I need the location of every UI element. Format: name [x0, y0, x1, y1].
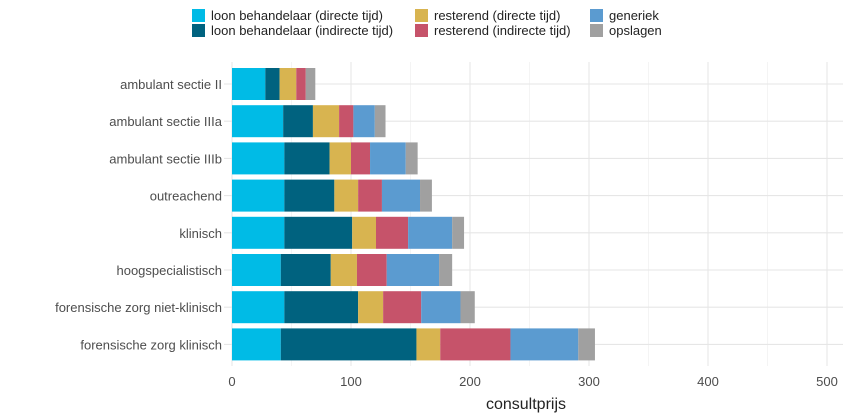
legend-label: generiek — [609, 8, 659, 23]
legend-swatch — [590, 24, 603, 37]
bar-segment — [312, 105, 340, 138]
bar-segment — [510, 328, 579, 361]
bar-segment — [329, 142, 351, 175]
bar-segment — [284, 179, 335, 212]
bar-segment — [232, 179, 285, 212]
bar-segment — [420, 179, 432, 212]
legend-swatch — [415, 24, 428, 37]
bar-segment — [351, 142, 371, 175]
legend-swatch — [192, 24, 205, 37]
bar-segment — [232, 68, 266, 100]
y-tick-label: forensische zorg niet-klinisch — [55, 300, 222, 315]
x-tick-label: 500 — [816, 374, 838, 389]
bar-segment — [283, 105, 313, 138]
bar-segment — [296, 68, 306, 100]
bar-segment — [334, 179, 359, 212]
legend-label: resterend (indirecte tijd) — [434, 23, 571, 38]
bar-segment — [232, 105, 284, 138]
bar-segment — [284, 142, 330, 175]
bar-segment — [330, 254, 357, 286]
x-tick-label: 200 — [459, 374, 481, 389]
bar-segment — [578, 328, 595, 361]
bar-segment — [232, 291, 285, 324]
bar-segment — [405, 142, 418, 175]
bar-segment — [284, 291, 359, 324]
y-tick-label: forensische zorg klinisch — [80, 337, 222, 352]
legend-label: loon behandelaar (directe tijd) — [211, 8, 383, 23]
legend: loon behandelaar (directe tijd)loon beha… — [192, 8, 662, 38]
bar-segment — [280, 328, 417, 361]
y-tick-label: hoogspecialistisch — [116, 263, 222, 278]
bar-segment — [352, 216, 376, 249]
bar-segment — [232, 254, 281, 286]
x-axis-title: consultprijs — [486, 396, 566, 413]
bar-segment — [232, 328, 281, 361]
y-tick-label: klinisch — [179, 226, 222, 241]
x-tick-label: 100 — [340, 374, 362, 389]
bar-segment — [370, 142, 406, 175]
bar-segment — [265, 68, 280, 100]
bar-segment — [439, 254, 453, 286]
y-tick-label: ambulant sectie IIIb — [109, 151, 222, 166]
legend-label: opslagen — [609, 23, 662, 38]
y-tick-label: ambulant sectie IIIa — [109, 114, 222, 129]
bar-segment — [421, 291, 461, 324]
bar-segment — [279, 68, 297, 100]
bar-segment — [232, 142, 285, 175]
legend-swatch — [192, 9, 205, 22]
bar-segment — [284, 216, 353, 249]
x-tick-label: 300 — [578, 374, 600, 389]
bars — [232, 68, 595, 361]
bar-segment — [374, 105, 386, 138]
bar-segment — [356, 254, 387, 286]
bar-segment — [440, 328, 511, 361]
bar-segment — [452, 216, 465, 249]
bar-segment — [460, 291, 475, 324]
x-tick-label: 400 — [697, 374, 719, 389]
legend-label: loon behandelaar (indirecte tijd) — [211, 23, 393, 38]
x-axis-labels: 0 100 200 300 400 500 — [228, 374, 837, 389]
bar-segment — [353, 105, 375, 138]
bar-segment — [305, 68, 316, 100]
bar-segment — [386, 254, 440, 286]
bar-segment — [381, 179, 421, 212]
bar-segment — [416, 328, 441, 361]
bar-segment — [358, 179, 382, 212]
bar-segment — [358, 291, 384, 324]
bar-segment — [375, 216, 409, 249]
y-tick-label: outreachend — [150, 189, 222, 204]
legend-swatch — [415, 9, 428, 22]
y-tick-label: ambulant sectie II — [120, 77, 222, 92]
bar-segment — [408, 216, 453, 249]
bar-segment — [383, 291, 422, 324]
bar-segment — [339, 105, 354, 138]
legend-label: resterend (directe tijd) — [434, 8, 560, 23]
x-tick-label: 0 — [228, 374, 235, 389]
legend-swatch — [590, 9, 603, 22]
y-axis-labels: ambulant sectie II ambulant sectie IIIa am… — [55, 77, 223, 352]
bar-segment — [232, 216, 285, 249]
bar-segment — [280, 254, 331, 286]
